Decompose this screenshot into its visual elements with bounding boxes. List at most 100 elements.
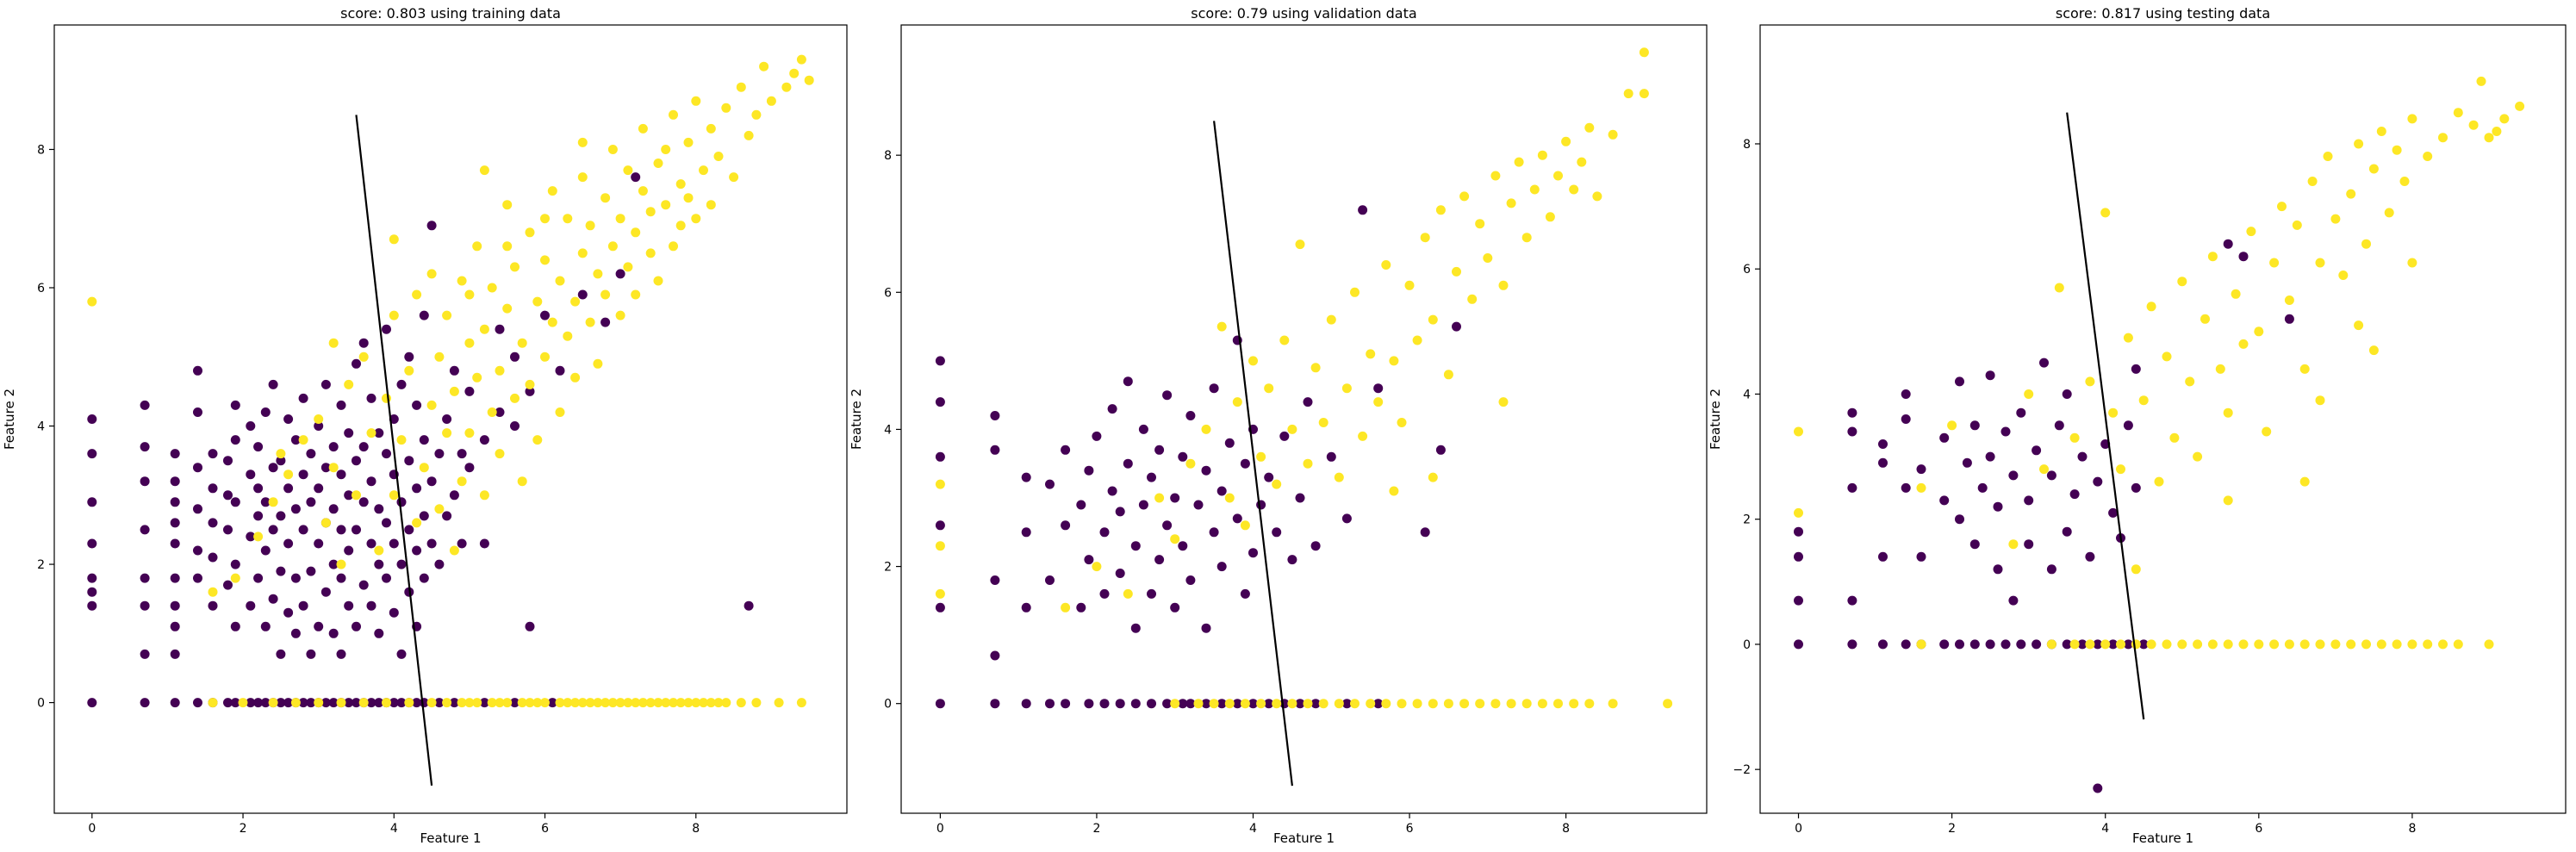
point-class-1 bbox=[1794, 507, 1803, 518]
point-class-1 bbox=[2499, 114, 2510, 124]
point-class-0 bbox=[223, 698, 233, 708]
point-class-1 bbox=[2468, 120, 2479, 130]
point-class-1 bbox=[2231, 289, 2241, 299]
point-class-1 bbox=[2215, 364, 2225, 374]
point-class-1 bbox=[2269, 258, 2280, 268]
point-class-0 bbox=[1977, 482, 1988, 493]
point-class-1 bbox=[555, 276, 565, 286]
point-class-1 bbox=[2046, 639, 2056, 650]
point-class-1 bbox=[804, 75, 814, 85]
point-class-1 bbox=[638, 186, 648, 196]
scatter-panel-testing: score: 0.817 using testing data Feature … bbox=[1708, 5, 2567, 846]
point-class-1 bbox=[1279, 335, 1290, 345]
scatter-panel-validation: score: 0.79 using validation data Featur… bbox=[849, 5, 1708, 846]
point-class-0 bbox=[170, 538, 180, 549]
point-class-1 bbox=[1506, 198, 1516, 208]
point-class-1 bbox=[1663, 699, 1673, 709]
point-class-0 bbox=[2131, 482, 2141, 493]
point-class-1 bbox=[781, 82, 792, 92]
point-class-1 bbox=[208, 587, 218, 597]
axes-frame bbox=[1759, 24, 2567, 814]
point-class-0 bbox=[1240, 458, 1250, 469]
point-class-0 bbox=[1985, 451, 1995, 462]
point-class-0 bbox=[314, 538, 324, 549]
point-class-0 bbox=[1232, 699, 1242, 709]
point-class-1 bbox=[2392, 145, 2402, 155]
point-class-1 bbox=[2407, 258, 2417, 268]
axes-frame bbox=[53, 24, 848, 814]
point-class-0 bbox=[140, 442, 150, 452]
point-class-0 bbox=[374, 698, 384, 708]
point-class-0 bbox=[1232, 513, 1242, 524]
point-class-1 bbox=[1459, 191, 1470, 202]
point-class-1 bbox=[389, 234, 399, 245]
x-tick-label: 8 bbox=[1562, 822, 1570, 836]
point-class-0 bbox=[1264, 699, 1274, 709]
scatter-points bbox=[935, 47, 1673, 709]
point-class-1 bbox=[2277, 202, 2287, 212]
point-class-1 bbox=[540, 698, 550, 708]
point-class-0 bbox=[170, 600, 180, 611]
point-class-0 bbox=[1341, 699, 1352, 709]
point-class-1 bbox=[1428, 472, 1438, 482]
point-class-0 bbox=[253, 483, 264, 494]
point-class-0 bbox=[1130, 541, 1141, 551]
point-class-1 bbox=[344, 379, 354, 389]
point-class-0 bbox=[419, 511, 429, 521]
point-class-1 bbox=[382, 698, 391, 708]
point-class-1 bbox=[426, 400, 437, 410]
point-class-1 bbox=[2338, 271, 2349, 280]
point-class-1 bbox=[1569, 699, 1579, 709]
point-class-1 bbox=[1521, 699, 1532, 709]
x-tick-label: 0 bbox=[936, 822, 944, 836]
point-class-0 bbox=[990, 650, 1000, 661]
point-class-1 bbox=[1459, 699, 1470, 709]
x-axis-label: Feature 1 bbox=[420, 830, 482, 846]
point-class-1 bbox=[2108, 407, 2119, 418]
point-class-0 bbox=[1216, 699, 1227, 709]
point-class-0 bbox=[230, 400, 240, 410]
point-class-1 bbox=[2346, 639, 2356, 650]
point-class-1 bbox=[336, 559, 346, 569]
point-class-0 bbox=[1916, 464, 1926, 475]
point-class-1 bbox=[2131, 564, 2141, 575]
x-tick-label: 2 bbox=[240, 822, 247, 836]
point-class-0 bbox=[495, 407, 505, 417]
point-class-1 bbox=[457, 698, 467, 708]
point-class-1 bbox=[404, 698, 414, 708]
point-class-1 bbox=[2299, 639, 2310, 650]
point-class-0 bbox=[2108, 639, 2119, 650]
point-class-1 bbox=[1608, 699, 1618, 709]
point-class-1 bbox=[2146, 639, 2156, 650]
point-class-0 bbox=[336, 400, 346, 410]
point-class-0 bbox=[298, 470, 308, 480]
point-class-1 bbox=[2515, 101, 2525, 111]
point-class-0 bbox=[510, 421, 520, 431]
point-class-1 bbox=[2100, 639, 2111, 650]
point-class-1 bbox=[396, 435, 407, 445]
point-class-0 bbox=[352, 621, 361, 631]
point-class-0 bbox=[1107, 404, 1117, 414]
point-class-0 bbox=[193, 504, 202, 514]
point-class-1 bbox=[464, 698, 475, 708]
point-class-1 bbox=[653, 698, 663, 708]
point-class-0 bbox=[253, 511, 264, 521]
point-class-1 bbox=[691, 698, 701, 708]
point-class-1 bbox=[675, 698, 686, 708]
point-class-0 bbox=[2000, 639, 2011, 650]
point-class-0 bbox=[253, 698, 264, 708]
point-class-1 bbox=[1467, 294, 1478, 304]
point-class-1 bbox=[2169, 432, 2180, 443]
point-class-1 bbox=[283, 470, 294, 480]
point-class-1 bbox=[699, 165, 708, 176]
point-class-1 bbox=[2131, 639, 2141, 650]
point-class-0 bbox=[1295, 493, 1305, 503]
point-class-0 bbox=[510, 351, 520, 362]
point-class-0 bbox=[419, 573, 429, 583]
point-class-0 bbox=[479, 435, 489, 445]
point-class-0 bbox=[366, 393, 376, 403]
point-class-1 bbox=[1272, 479, 1282, 489]
point-class-0 bbox=[1969, 539, 1980, 550]
point-class-1 bbox=[1185, 458, 1196, 469]
point-class-0 bbox=[208, 483, 218, 494]
